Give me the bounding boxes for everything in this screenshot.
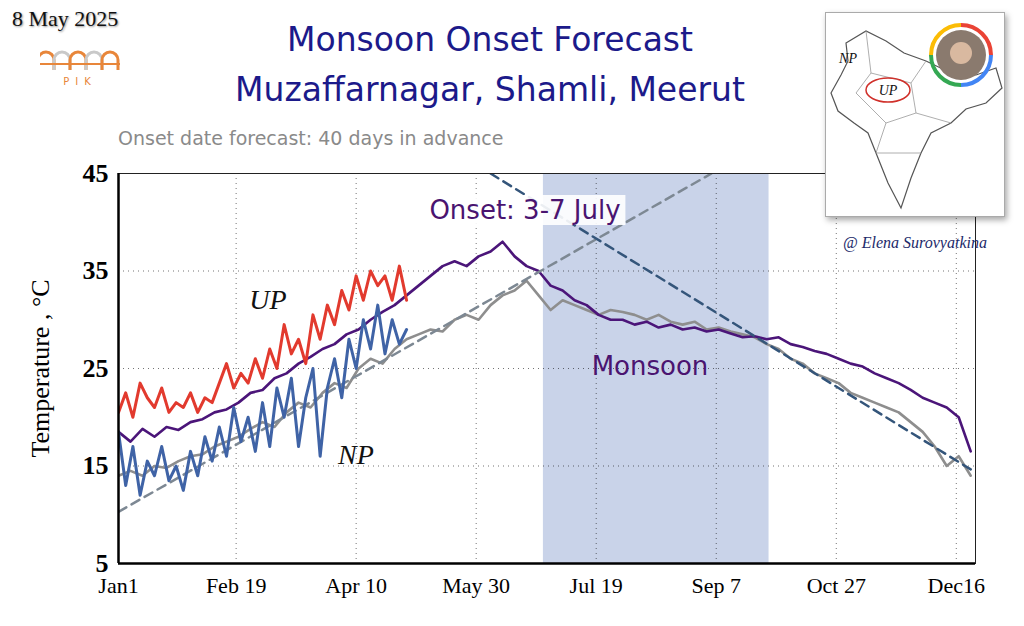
svg-text:45: 45 <box>83 159 109 188</box>
html-text:UP: UP <box>249 284 287 315</box>
html-text:Onset: 3-7 July: Onset: 3-7 July <box>429 195 621 225</box>
svg-text:NP: NP <box>838 51 857 66</box>
html-text:8 May 2025: 8 May 2025 <box>12 6 119 31</box>
svg-text:UP: UP <box>879 83 898 98</box>
svg-text:Jul 19: Jul 19 <box>570 573 623 598</box>
svg-text:Apr 10: Apr 10 <box>325 573 387 598</box>
html-text:Monsoon Onset Forecast: Monsoon Onset Forecast <box>287 20 693 59</box>
html-text:Muzaffarnagar, Shamli, Meerut: Muzaffarnagar, Shamli, Meerut <box>235 70 745 109</box>
svg-text:Dec16: Dec16 <box>928 573 985 598</box>
svg-text:Feb 19: Feb 19 <box>206 573 266 598</box>
svg-text:Oct 27: Oct 27 <box>807 573 866 598</box>
svg-text:5: 5 <box>96 549 109 578</box>
svg-text:15: 15 <box>83 451 109 480</box>
svg-text:35: 35 <box>83 256 109 285</box>
html-text:NP: NP <box>338 439 374 470</box>
html-text:@ Elena Surovyatkina: @ Elena Surovyatkina <box>843 234 987 251</box>
svg-text:Sep 7: Sep 7 <box>691 573 741 598</box>
svg-text:Jan1: Jan1 <box>98 573 139 599</box>
svg-text:25: 25 <box>83 354 109 383</box>
html-text:Monsoon: Monsoon <box>591 351 709 381</box>
svg-text:May 30: May 30 <box>442 573 510 598</box>
svg-text:Temperature , °C: Temperature , °C <box>26 279 55 457</box>
html-text:Onset date forecast: 40 days i: Onset date forecast: 40 days in advance <box>118 127 504 149</box>
svg-text:PIK: PIK <box>63 76 97 87</box>
